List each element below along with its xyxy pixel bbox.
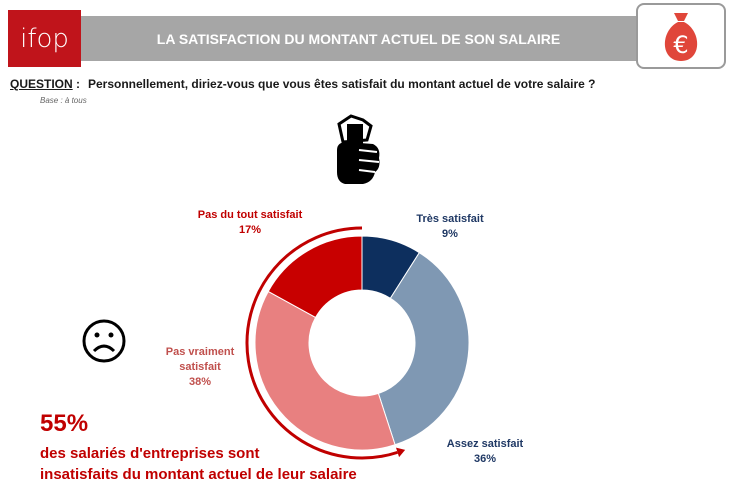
base-note: Base : à tous xyxy=(40,96,87,105)
page-title: LA SATISFACTION DU MONTANT ACTUEL DE SON… xyxy=(81,16,636,61)
dissatisfied-arrow xyxy=(245,226,398,460)
label-tres: Très satisfait 9% xyxy=(416,213,484,240)
label-pas-du-tout: Pas du tout satisfait 17% xyxy=(197,209,303,236)
slice-1 xyxy=(377,251,470,446)
svg-text:€: € xyxy=(673,31,688,59)
label-pas-vraiment: Pas vraiment satisfait 38% xyxy=(165,346,235,388)
highlight-value: 55% xyxy=(40,410,89,437)
highlight-text: des salariés d'entreprises sont insatisfa… xyxy=(40,445,357,483)
question-text: Personnellement, diriez-vous que vous êt… xyxy=(88,77,596,91)
sad-face-icon xyxy=(82,319,126,363)
arrow-head xyxy=(395,447,406,458)
slice-3 xyxy=(267,235,363,319)
slice-2 xyxy=(254,290,396,451)
donut-chart xyxy=(245,226,470,460)
ifop-logo: ifop xyxy=(8,10,81,67)
question-label: QUESTION : xyxy=(10,77,81,91)
euro-money-bag-icon: € xyxy=(636,3,726,69)
thumbs-down-hand-icon xyxy=(337,114,380,184)
label-assez: Assez satisfait 36% xyxy=(446,438,524,465)
